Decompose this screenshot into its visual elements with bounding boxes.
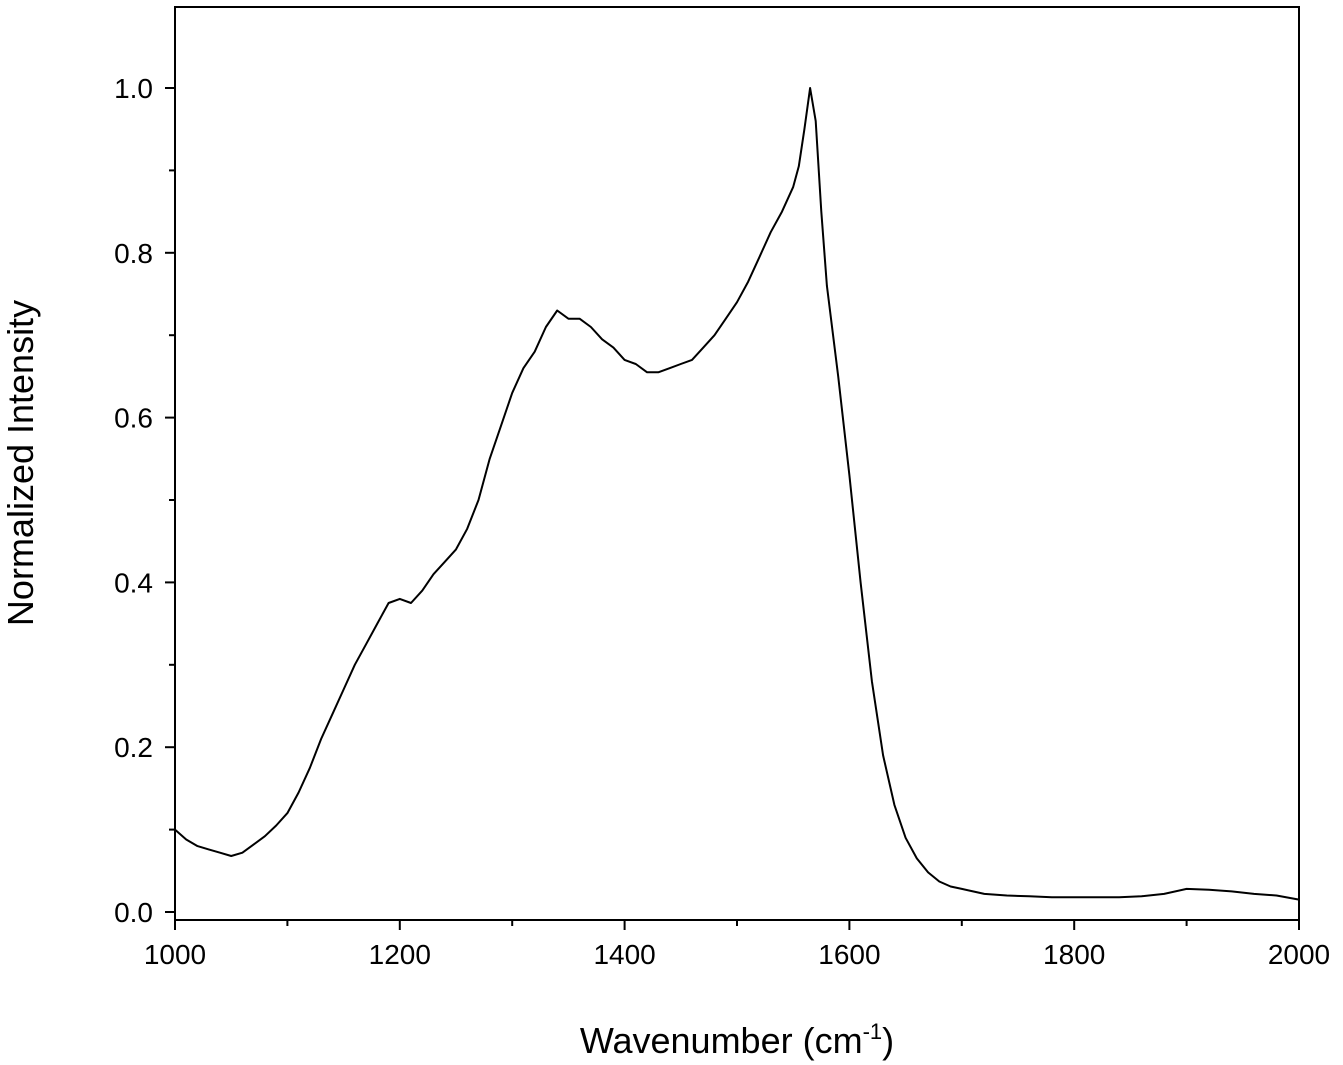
y-tick-label: 0.2	[114, 732, 153, 763]
plot-frame	[174, 6, 1300, 921]
x-tick-label: 1400	[593, 939, 655, 970]
x-tick-label: 1600	[818, 939, 880, 970]
y-tick-label: 0.4	[114, 567, 153, 598]
x-tick-label: 1000	[144, 939, 206, 970]
y-axis-title: Normalized Intensity	[0, 300, 41, 626]
x-tick-label: 2000	[1268, 939, 1330, 970]
x-axis: 1000 1200 1400 1600 1800 2000	[144, 920, 1330, 970]
x-tick-label: 1800	[1043, 939, 1105, 970]
y-tick-label: 0.0	[114, 897, 153, 928]
y-axis: 0.0 0.2 0.4 0.6 0.8 1.0	[114, 73, 175, 928]
y-tick-label: 1.0	[114, 73, 153, 104]
y-tick-label: 0.6	[114, 403, 153, 434]
x-tick-label: 1200	[369, 939, 431, 970]
y-tick-label: 0.8	[114, 238, 153, 269]
spectrum-line	[174, 87, 1300, 901]
x-axis-title: Wavenumber (cm-1)	[580, 1019, 894, 1061]
